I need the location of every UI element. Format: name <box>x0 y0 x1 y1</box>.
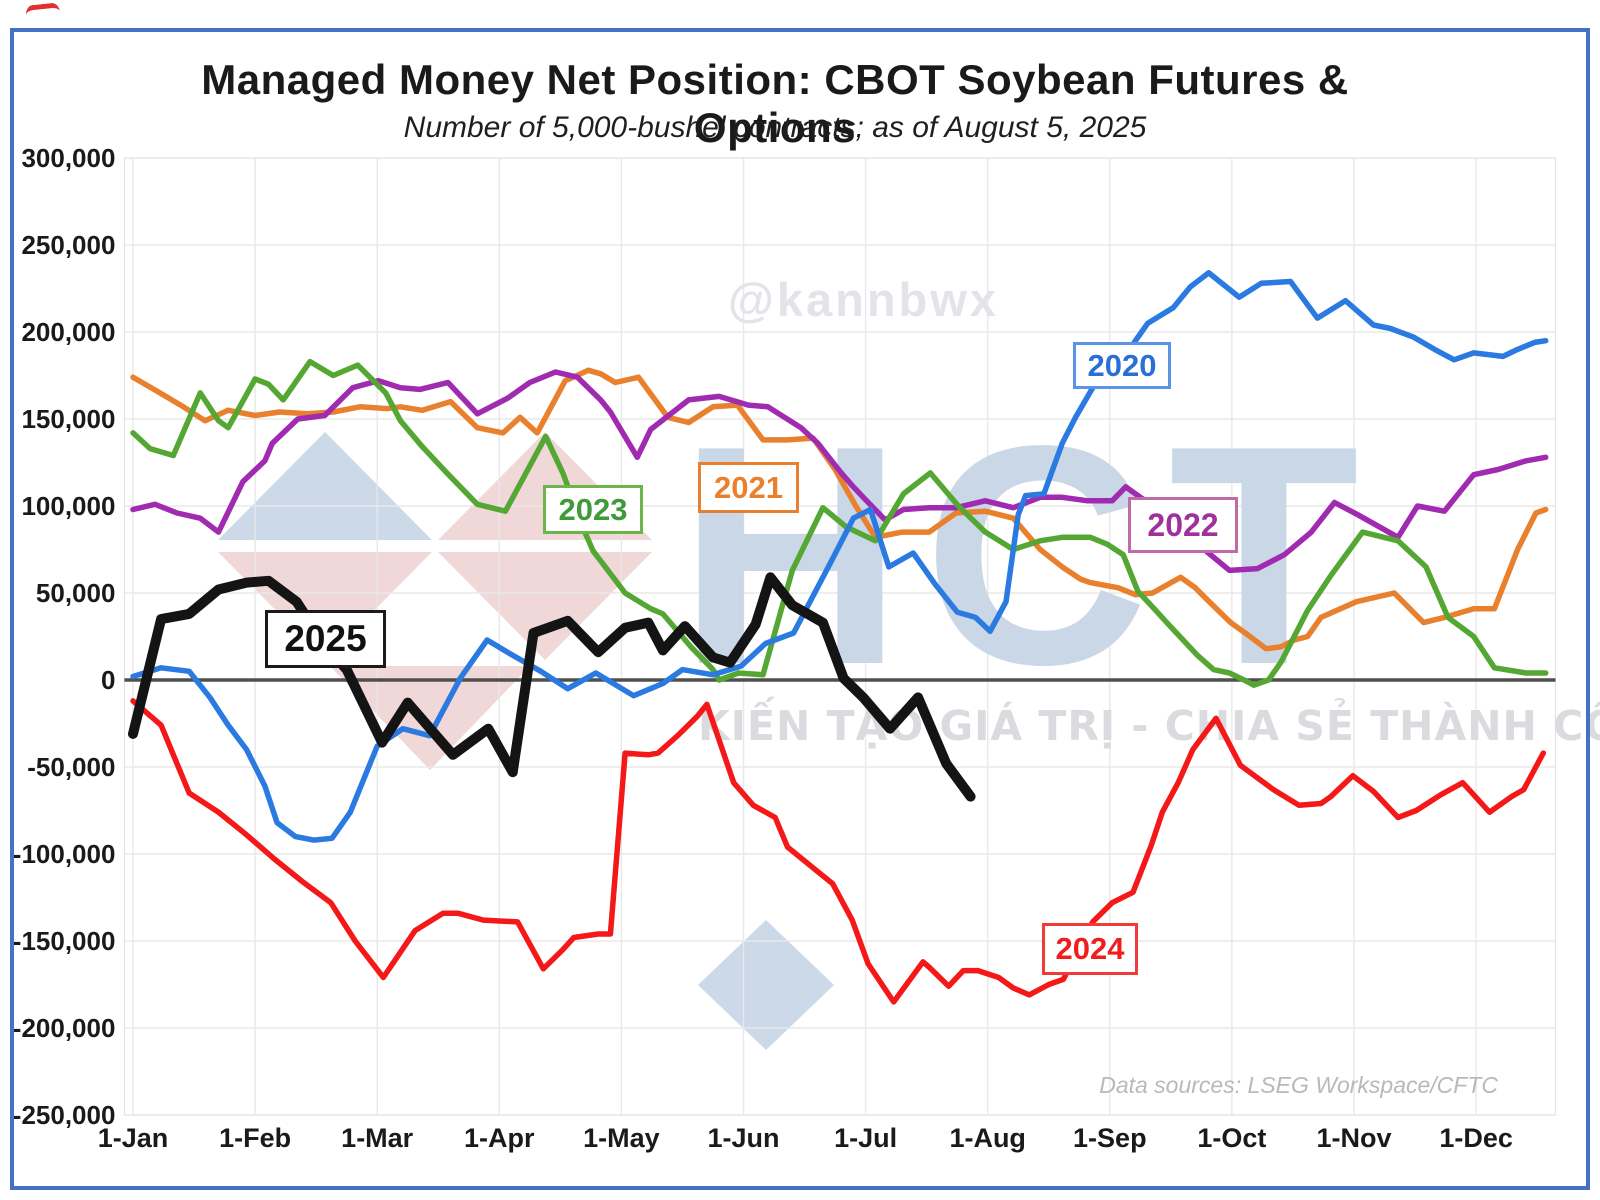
chart-title: Managed Money Net Position: CBOT Soybean… <box>201 56 1349 151</box>
y-tick-label: 300,000 <box>21 143 115 173</box>
logo-diamond-blue-small <box>698 920 834 1050</box>
legend-2021: 2021 <box>698 462 799 513</box>
series-line-2023 <box>130 358 1549 688</box>
y-tick-label: 50,000 <box>36 578 116 608</box>
legend-2023: 2023 <box>543 485 643 534</box>
legend-2020: 2020 <box>1073 342 1171 389</box>
chart-subtitle: Number of 5,000-bushel contracts; as of … <box>403 111 1147 144</box>
x-tick-label: 1-Dec <box>1439 1123 1513 1153</box>
x-tick-label: 1-Nov <box>1316 1123 1391 1153</box>
y-tick-label: -250,000 <box>13 1100 116 1130</box>
x-tick-label: 1-Apr <box>464 1123 535 1153</box>
watermark-handle: @kannbwx <box>728 273 999 326</box>
x-tick-label: 1-Jun <box>707 1123 779 1153</box>
legend-2024: 2024 <box>1042 923 1138 975</box>
y-tick-label: -150,000 <box>13 926 116 956</box>
x-tick-label: 1-Aug <box>949 1123 1026 1153</box>
series-line-2025 <box>128 572 976 802</box>
series-line-2022 <box>130 369 1549 574</box>
x-tick-label: 1-Mar <box>341 1123 414 1153</box>
logo-letters: HCT <box>678 382 1380 730</box>
x-tick-label: 1-Jan <box>98 1123 169 1153</box>
x-tick-label: 1-Feb <box>219 1123 291 1153</box>
logo-diamond-blue-top-left <box>218 432 432 540</box>
logo-diamond-pink-lower <box>330 666 530 770</box>
x-tick-label: 1-Sep <box>1073 1123 1147 1153</box>
logo-diamond-pink-bottom-right <box>438 552 652 660</box>
y-tick-label: 100,000 <box>21 491 115 521</box>
legend-2022: 2022 <box>1128 497 1238 553</box>
y-tick-label: 0 <box>101 665 115 695</box>
y-tick-label: -100,000 <box>13 839 116 869</box>
y-tick-label: 250,000 <box>21 230 115 260</box>
source-note: Data sources: LSEG Workspace/CFTC <box>1099 1072 1498 1098</box>
y-tick-label: -50,000 <box>27 752 115 782</box>
series-line-2020 <box>130 270 1549 843</box>
x-tick-label: 1-Oct <box>1197 1123 1266 1153</box>
x-tick-label: 1-Jul <box>834 1123 897 1153</box>
legend-2025: 2025 <box>265 610 386 668</box>
series-line-2021 <box>130 367 1549 652</box>
y-tick-label: 150,000 <box>21 404 115 434</box>
x-tick-label: 1-May <box>583 1123 660 1153</box>
series-line-2024 <box>130 698 1547 1005</box>
y-tick-label: 200,000 <box>21 317 115 347</box>
y-tick-label: -200,000 <box>13 1013 116 1043</box>
